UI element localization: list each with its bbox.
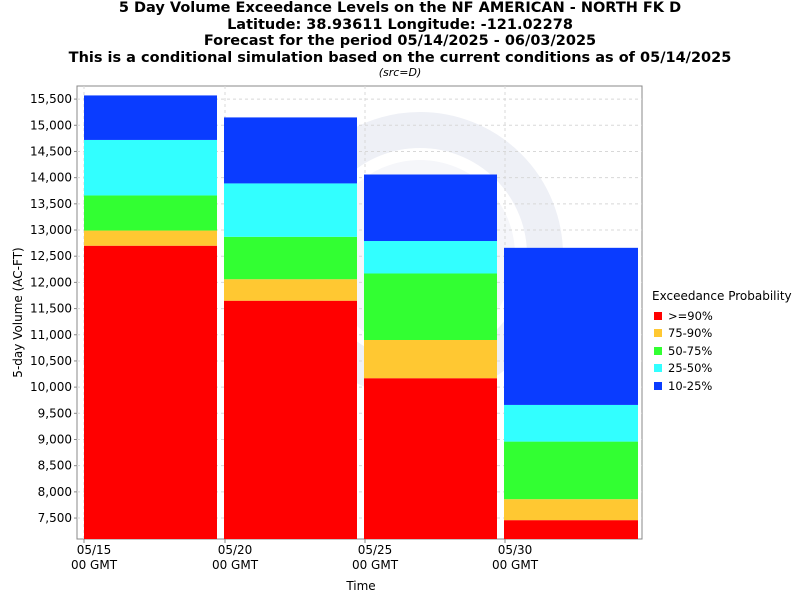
legend-swatch — [654, 381, 662, 390]
y-tick-label: 11,000 — [30, 328, 72, 342]
chart-title-line-4: This is a conditional simulation based o… — [68, 49, 732, 66]
bar-segment — [224, 300, 357, 539]
bar-segment — [504, 404, 638, 442]
chart-title-block: 5 Day Volume Exceedance Levels on the NF… — [0, 0, 800, 80]
y-tick-label: 9,000 — [38, 432, 72, 446]
bar-segment — [364, 339, 497, 379]
bar-segment — [504, 499, 638, 521]
bar-segment — [364, 273, 497, 340]
chart-subtitle: (src=D) — [378, 66, 422, 79]
chart-title-line-2: Latitude: 38.93611 Longitude: -121.02278 — [227, 16, 573, 33]
y-tick-label: 12,000 — [30, 275, 72, 289]
y-tick-label: 8,500 — [38, 459, 72, 473]
legend-label: 25-50% — [668, 361, 713, 376]
legend-item: 50-75% — [652, 342, 792, 360]
bar-segment — [84, 139, 217, 196]
legend-label: 75-90% — [668, 326, 713, 341]
x-tick-label: 05/30 — [498, 543, 533, 557]
legend-label: 10-25% — [668, 378, 713, 393]
legend-title: Exceedance Probability — [652, 289, 792, 303]
x-tick-sublabel: 00 GMT — [492, 558, 539, 572]
legend-swatch — [654, 311, 662, 320]
y-tick-label: 14,000 — [30, 171, 72, 185]
x-tick-sublabel: 00 GMT — [212, 558, 259, 572]
y-tick-label: 13,500 — [30, 197, 72, 211]
y-tick-label: 15,000 — [30, 118, 72, 132]
x-tick-label: 05/20 — [218, 543, 253, 557]
bar-segment — [224, 117, 357, 184]
legend-swatch — [654, 329, 662, 338]
legend-item: 75-90% — [652, 325, 792, 343]
bar-segment — [504, 247, 638, 405]
bar-segment — [84, 230, 217, 246]
bar-segment — [224, 236, 357, 280]
legend-item: >=90% — [652, 307, 792, 325]
x-tick-label: 05/25 — [358, 543, 393, 557]
y-tick-label: 7,500 — [38, 511, 72, 525]
bar-segment — [504, 441, 638, 500]
legend-swatch — [654, 364, 662, 373]
y-tick-label: 14,500 — [30, 144, 72, 158]
y-tick-label: 9,500 — [38, 406, 72, 420]
x-tick-sublabel: 00 GMT — [352, 558, 399, 572]
y-tick-label: 13,000 — [30, 223, 72, 237]
bar-segment — [504, 520, 638, 539]
bar-segment — [224, 183, 357, 237]
legend-item: 25-50% — [652, 360, 792, 378]
y-tick-label: 10,500 — [30, 354, 72, 368]
bar-segment — [84, 95, 217, 140]
y-tick-label: 10,000 — [30, 380, 72, 394]
bar-segment — [364, 378, 497, 539]
y-tick-label: 12,500 — [30, 249, 72, 263]
legend-label: >=90% — [668, 308, 713, 323]
legend-label: 50-75% — [668, 343, 713, 358]
y-tick-label: 11,500 — [30, 302, 72, 316]
y-axis-label: 5-day Volume (AC-FT) — [11, 247, 25, 377]
x-tick-sublabel: 00 GMT — [71, 558, 118, 572]
x-axis-label: Time — [345, 579, 375, 593]
legend-swatch — [654, 346, 662, 355]
chart-title-line-3: Forecast for the period 05/14/2025 - 06/… — [203, 33, 597, 49]
bar-segment — [84, 245, 217, 539]
x-tick-label: 05/15 — [77, 543, 112, 557]
legend: Exceedance Probability >=90% 75-90% 50-7… — [652, 289, 792, 395]
y-tick-label: 15,500 — [30, 92, 72, 106]
y-tick-label: 8,000 — [38, 485, 72, 499]
bar-segment — [84, 195, 217, 231]
bar-segment — [364, 241, 497, 274]
chart-title-line-1: 5 Day Volume Exceedance Levels on the NF… — [118, 0, 682, 16]
legend-item: 10-25% — [652, 377, 792, 395]
bar-segment — [364, 174, 497, 242]
bar-segment — [224, 279, 357, 301]
